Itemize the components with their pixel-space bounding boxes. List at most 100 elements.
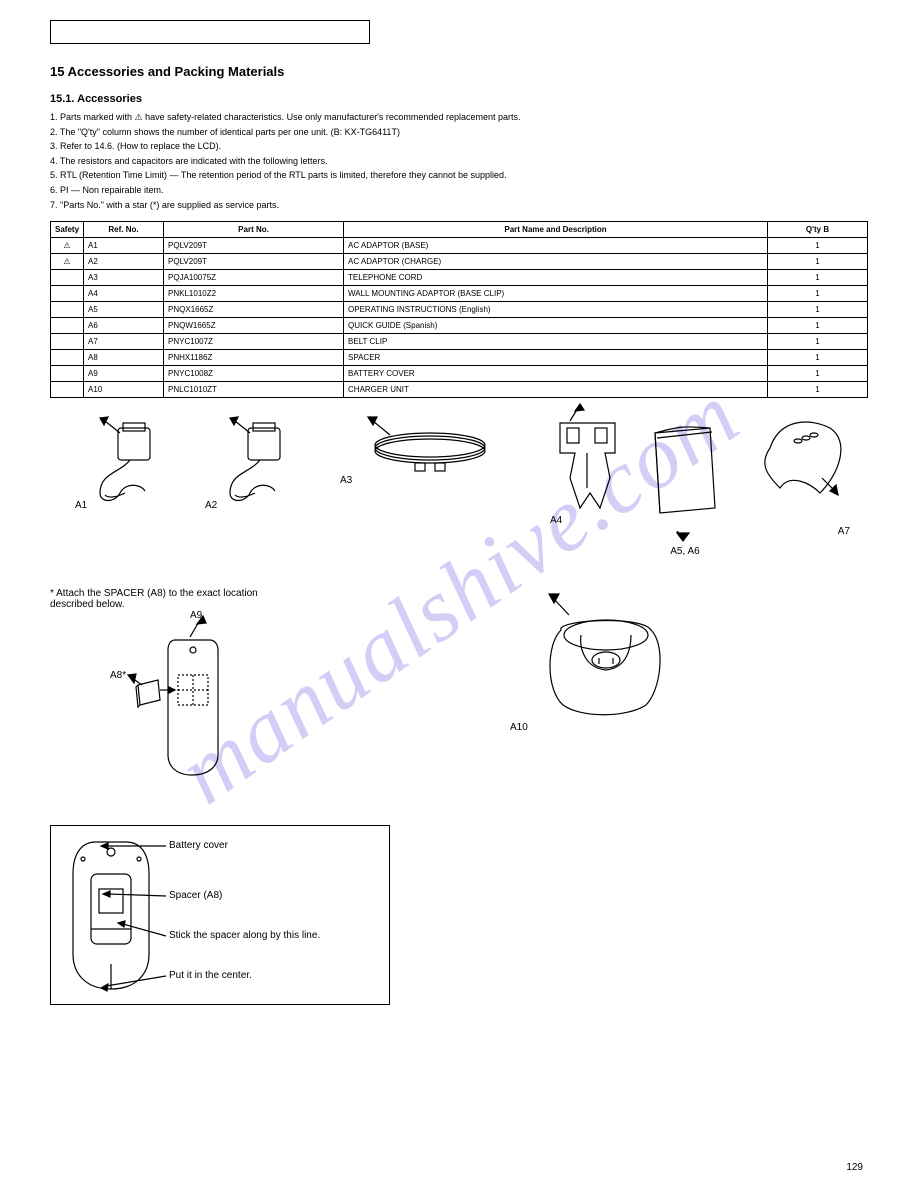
cell-desc: AC ADAPTOR (BASE) [344, 238, 768, 254]
cell-ref: A1 [84, 238, 164, 254]
cell-safety [51, 350, 84, 366]
cell-safety [51, 382, 84, 398]
cell-ref: A5 [84, 302, 164, 318]
manual-icon [640, 418, 730, 528]
cell-part: PNYC1008Z [164, 366, 344, 382]
detail-label-spacer: Spacer (A8) [169, 890, 222, 901]
label-a56: A5, A6 [670, 546, 699, 557]
notes-block: 1. Parts marked with ⚠ have safety-relat… [50, 111, 868, 211]
note-2: 2. The "Q'ty" column shows the number of… [50, 126, 868, 139]
cell-safety [51, 302, 84, 318]
cell-qty: 1 [768, 270, 868, 286]
illustration-row-2: A9 A8* A10 [50, 615, 868, 815]
cell-part: PNKL1010Z2 [164, 286, 344, 302]
subsection-title: 15.1. Accessories [50, 93, 868, 105]
table-row: A10PNLC1010ZTCHARGER UNIT1 [51, 382, 868, 398]
subsection-title-text: Accessories [77, 93, 142, 105]
illustration-row-1: A1 A2 A3 [50, 413, 868, 563]
label-a9: A9 [190, 610, 202, 621]
col-safety-header: Safety [51, 222, 84, 238]
parts-table: Safety Ref. No. Part No. Part Name and D… [50, 221, 868, 398]
table-row: ⚠A1PQLV209TAC ADAPTOR (BASE)1 [51, 238, 868, 254]
cell-desc: TELEPHONE CORD [344, 270, 768, 286]
note-3: 3. Refer to 14.6. (How to replace the LC… [50, 140, 868, 153]
table-row: A7PNYC1007ZBELT CLIP1 [51, 334, 868, 350]
note-7: 7. "Parts No." with a star (*) are suppl… [50, 199, 868, 212]
cell-ref: A8 [84, 350, 164, 366]
cell-ref: A2 [84, 254, 164, 270]
cell-safety [51, 286, 84, 302]
page-number: 129 [846, 1162, 863, 1173]
battery-cover-icon [120, 615, 280, 790]
section-title-text: Accessories and Packing Materials [68, 64, 285, 79]
cell-safety [51, 318, 84, 334]
section-title: 15 Accessories and Packing Materials [50, 64, 868, 79]
cell-part: PQJA10075Z [164, 270, 344, 286]
cell-safety [51, 366, 84, 382]
label-a8: A8* [110, 670, 126, 681]
title-box [50, 20, 370, 44]
note-4: 4. The resistors and capacitors are indi… [50, 155, 868, 168]
table-row: ⚠A2PQLV209TAC ADAPTOR (CHARGE)1 [51, 254, 868, 270]
illustration-a7: A7 [750, 413, 860, 537]
table-row: A9PNYC1008ZBATTERY COVER1 [51, 366, 868, 382]
cell-safety [51, 334, 84, 350]
cell-ref: A7 [84, 334, 164, 350]
belt-clip-icon [750, 413, 860, 523]
section-number: 15 [50, 64, 64, 79]
cell-ref: A10 [84, 382, 164, 398]
spacer-note: * Attach the SPACER (A8) to the exact lo… [50, 588, 868, 610]
charger-icon [531, 590, 691, 730]
cell-qty: 1 [768, 238, 868, 254]
col-part-header: Part No. [164, 222, 344, 238]
adaptor-icon [90, 413, 180, 508]
spacer-detail-box: Battery cover Spacer (A8) Stick the spac… [50, 825, 390, 1005]
cell-part: PQLV209T [164, 254, 344, 270]
cell-qty: 1 [768, 254, 868, 270]
illustration-a10: A10 [510, 590, 691, 733]
cell-part: PNQW1665Z [164, 318, 344, 334]
illustration-a3: A3 [340, 413, 505, 486]
cell-qty: 1 [768, 382, 868, 398]
table-row: A3PQJA10075ZTELEPHONE CORD1 [51, 270, 868, 286]
label-a3: A3 [340, 475, 352, 486]
table-row: A4PNKL1010Z2WALL MOUNTING ADAPTOR (BASE … [51, 286, 868, 302]
label-a2: A2 [205, 500, 217, 511]
cell-qty: 1 [768, 366, 868, 382]
label-a7: A7 [838, 526, 850, 537]
illustration-a1: A1 [75, 413, 180, 511]
cell-desc: BATTERY COVER [344, 366, 768, 382]
illustration-a8a9: A9 A8* [120, 615, 280, 793]
cell-desc: OPERATING INSTRUCTIONS (English) [344, 302, 768, 318]
table-row: A5PNQX1665ZOPERATING INSTRUCTIONS (Engli… [51, 302, 868, 318]
detail-label-center: Put it in the center. [169, 970, 252, 981]
label-a4: A4 [550, 515, 562, 526]
table-header-row: Safety Ref. No. Part No. Part Name and D… [51, 222, 868, 238]
note-5: 5. RTL (Retention Time Limit) — The rete… [50, 169, 868, 182]
note-6: 6. PI — Non repairable item. [50, 184, 868, 197]
cell-desc: WALL MOUNTING ADAPTOR (BASE CLIP) [344, 286, 768, 302]
cell-desc: QUICK GUIDE (Spanish) [344, 318, 768, 334]
adaptor-icon [220, 413, 310, 508]
cell-safety: ⚠ [51, 254, 84, 270]
cell-part: PNHX1186Z [164, 350, 344, 366]
wall-mount-icon [545, 403, 635, 523]
cell-desc: CHARGER UNIT [344, 382, 768, 398]
cell-desc: BELT CLIP [344, 334, 768, 350]
cell-qty: 1 [768, 286, 868, 302]
table-row: A6PNQW1665ZQUICK GUIDE (Spanish)1 [51, 318, 868, 334]
cell-part: PNLC1010ZT [164, 382, 344, 398]
detail-label-battery-cover: Battery cover [169, 840, 228, 851]
cell-desc: SPACER [344, 350, 768, 366]
cell-part: PQLV209T [164, 238, 344, 254]
col-qty-header: Q'ty B [768, 222, 868, 238]
detail-label-stick-line: Stick the spacer along by this line. [169, 930, 320, 941]
cell-safety: ⚠ [51, 238, 84, 254]
label-a1: A1 [75, 500, 87, 511]
illustration-a56: A5, A6 [640, 418, 730, 557]
label-a10: A10 [510, 722, 528, 733]
cell-qty: 1 [768, 302, 868, 318]
col-desc-header: Part Name and Description [344, 222, 768, 238]
cell-ref: A9 [84, 366, 164, 382]
illustration-a4: A4 [530, 403, 635, 526]
